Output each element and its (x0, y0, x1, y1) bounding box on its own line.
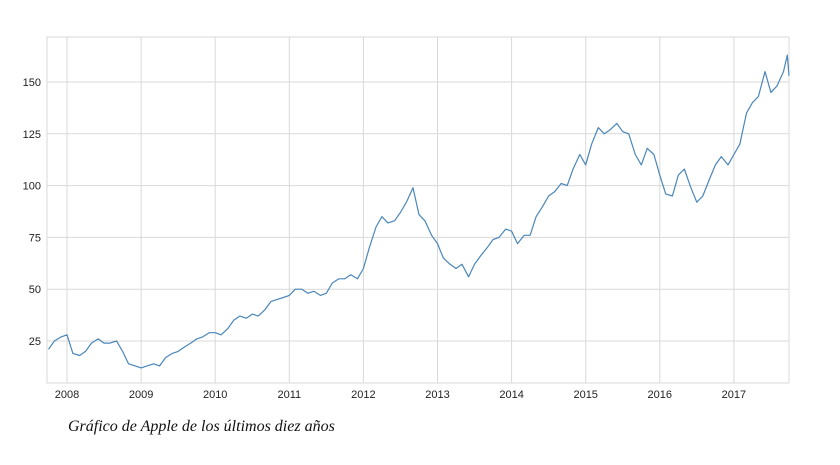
x-tick-label: 2016 (648, 389, 672, 401)
x-tick-label: 2009 (129, 389, 153, 401)
figure-caption: Gráfico de Apple de los últimos diez año… (68, 418, 335, 435)
x-tick-label: 2013 (425, 389, 449, 401)
x-tick-label: 2010 (203, 389, 227, 401)
y-tick-label: 100 (23, 181, 41, 193)
grid-lines (47, 37, 789, 383)
x-tick-label: 2014 (499, 389, 523, 401)
price-line (48, 54, 790, 369)
y-tick-label: 25 (29, 336, 41, 348)
y-tick-label: 150 (23, 77, 41, 89)
x-tick-label: 2008 (55, 389, 79, 401)
y-tick-label: 50 (29, 284, 41, 296)
y-tick-label: 75 (29, 232, 41, 244)
y-tick-label: 125 (23, 129, 41, 141)
x-tick-label: 2017 (722, 389, 746, 401)
plot-frame (46, 36, 790, 384)
x-tick-label: 2012 (351, 389, 375, 401)
y-axis-ticks: 25 50 75 100 125 150 (23, 77, 41, 348)
x-tick-label: 2011 (277, 389, 301, 401)
x-axis-ticks: 2008 2009 2010 2011 2012 2013 2014 2015 2016 2017 (55, 389, 746, 401)
x-tick-label: 2015 (573, 389, 597, 401)
